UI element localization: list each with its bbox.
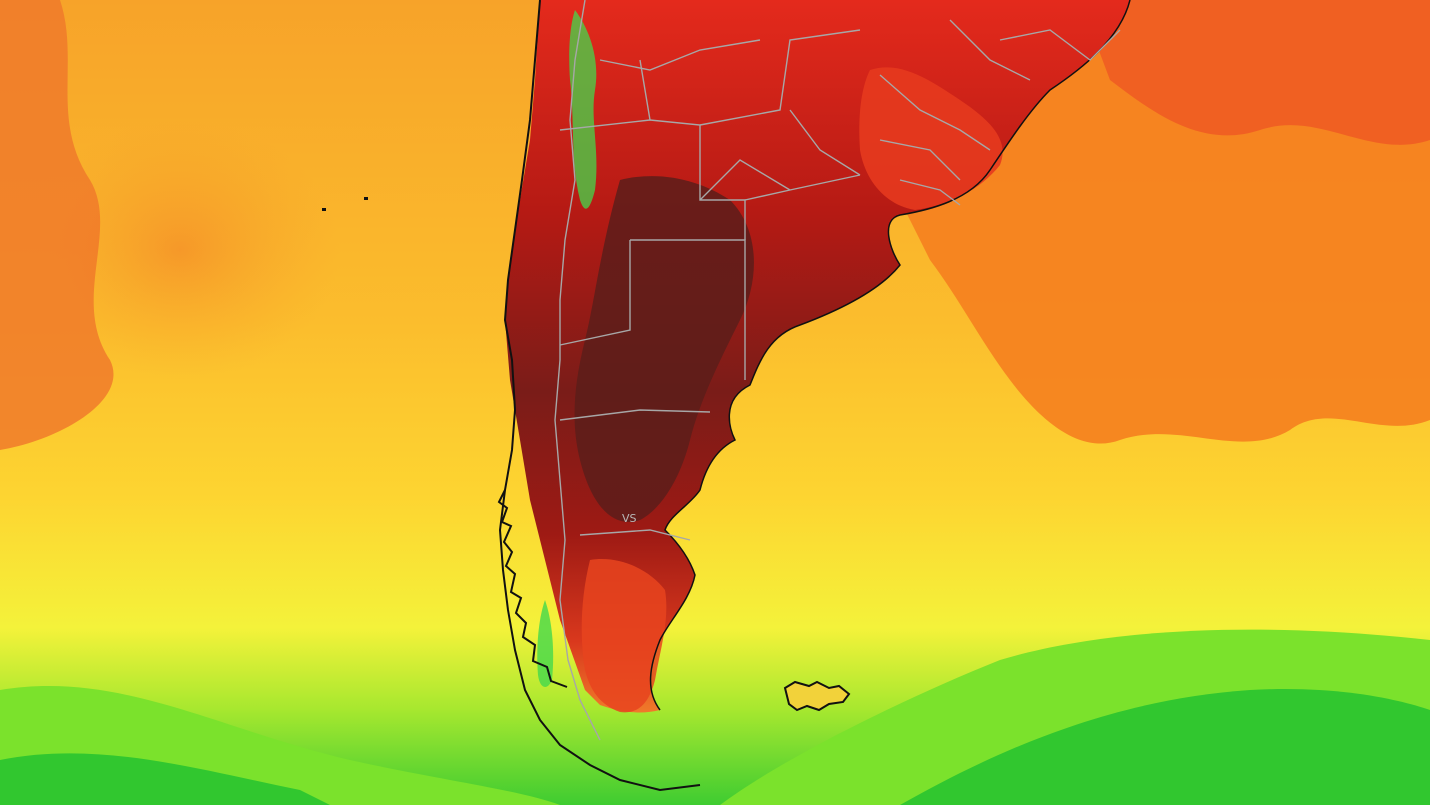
northeast-region <box>859 67 1003 210</box>
ocean-deep-green-band <box>900 689 1430 805</box>
ocean-warm-blob <box>20 120 340 380</box>
andes-highlands <box>569 10 597 209</box>
chile-coastline <box>498 0 701 792</box>
chile-argentina-border <box>554 0 601 741</box>
argentina-east-coast <box>649 0 1131 711</box>
chile-fjords <box>497 489 568 688</box>
small-island <box>322 208 326 211</box>
region-label: VS <box>622 512 637 525</box>
ocean-deep-green-band-west <box>0 753 330 805</box>
patagonia-south <box>581 559 667 713</box>
falkland-islands <box>783 680 851 712</box>
province-borders <box>559 19 1121 541</box>
small-island <box>364 197 368 200</box>
argentina-hot-core <box>574 176 754 522</box>
ocean-hot-zone-northeast <box>1080 0 1430 145</box>
